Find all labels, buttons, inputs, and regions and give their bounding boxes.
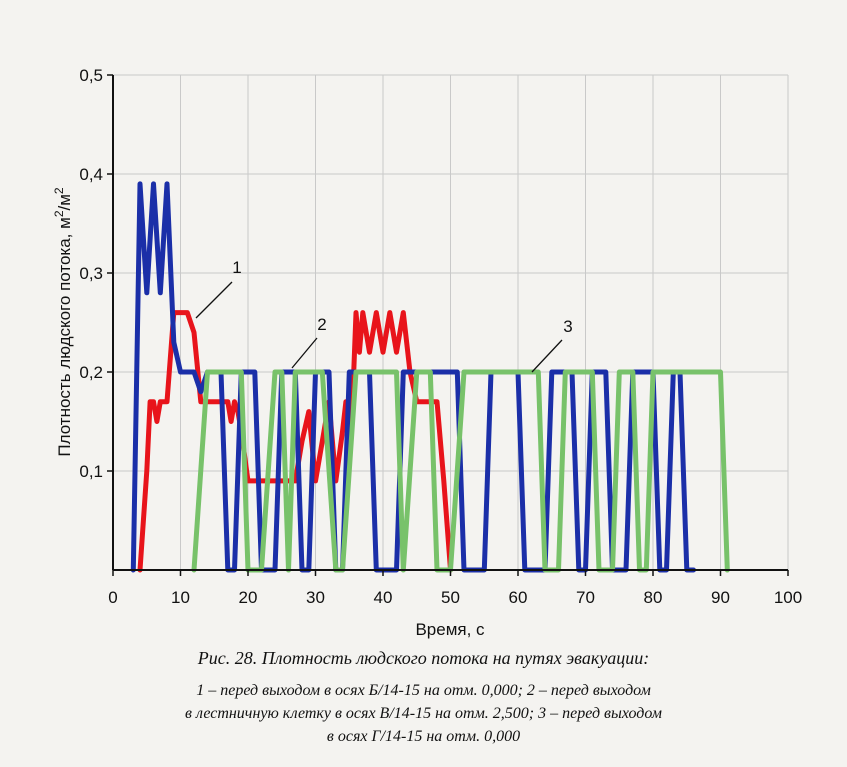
y-tick-label: 0,4 [79,165,103,184]
x-tick-label: 10 [171,588,190,607]
y-axis-title-sup1: 2 [52,210,66,217]
x-tick-label: 0 [108,588,117,607]
figure-caption-line2: в лестничную клетку в осях В/14-15 на от… [185,705,662,722]
y-tick-label: 0,1 [79,462,103,481]
callout-leader-1 [195,281,233,319]
axes [107,74,789,576]
y-axis-title-mid: /м [55,194,74,210]
figure-caption-line1: 1 – перед выходом в осях Б/14-15 на отм.… [196,682,651,699]
series-line-2 [130,181,696,573]
x-tick-label: 100 [774,588,802,607]
x-tick-label: 30 [306,588,325,607]
x-tick-label: 90 [711,588,730,607]
x-axis-title: Время, с [415,620,485,639]
grid [112,74,789,570]
callout-leader-3 [531,339,563,373]
figure-caption-line3: в осях Г/14-15 на отм. 0,000 [326,728,521,745]
x-tick-label: 20 [239,588,258,607]
callout-leader-2 [291,337,318,369]
callouts: 1 2 3 [195,258,573,373]
callout-label-1: 1 [232,258,241,277]
x-tick-label: 40 [374,588,393,607]
y-axis-title-main: Плотность людского потока, м [55,217,74,456]
x-tick-label: 80 [644,588,663,607]
y-tick-label: 0,3 [79,264,103,283]
x-tick-label: 50 [441,588,460,607]
y-axis-title: Плотность людского потока, м2/м2 [52,187,74,457]
y-tick-label: 0,2 [79,363,103,382]
series-lines [130,181,730,573]
callout-label-3: 3 [563,317,572,336]
figure-caption-title: Рис. 28. Плотность людского потока на пу… [197,648,650,668]
x-tick-label: 70 [576,588,595,607]
callout-label-2: 2 [317,315,326,334]
x-tick-label: 60 [509,588,528,607]
y-tick-label: 0,5 [79,66,103,85]
y-axis-title-sup2: 2 [52,187,66,194]
series-line-1 [137,310,453,573]
x-tick-labels: 0 10 20 30 40 50 60 70 80 90 100 [108,588,802,607]
y-tick-labels: 0,1 0,2 0,3 0,4 0,5 [79,66,103,481]
series-line-3 [191,369,730,573]
